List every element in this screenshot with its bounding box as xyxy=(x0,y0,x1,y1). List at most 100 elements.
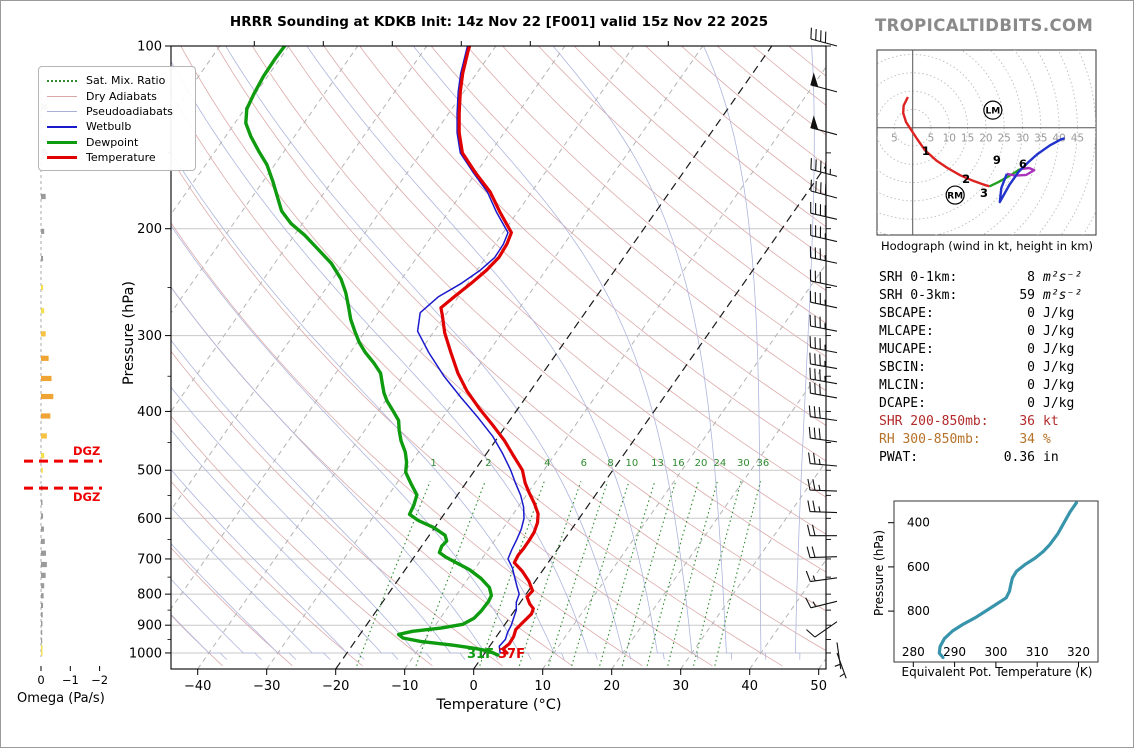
wetbulb-curve xyxy=(416,46,525,654)
stat-label: RH 300-850mb: xyxy=(879,432,981,447)
stat-label: SRH 0-3km: xyxy=(879,288,958,303)
svg-text:310: 310 xyxy=(1026,645,1049,659)
surface-temp-label: 37F xyxy=(498,647,525,662)
sat-mix-ratio-line-swatch xyxy=(47,79,77,82)
stat-value: 0 xyxy=(1027,378,1035,393)
svg-text:8: 8 xyxy=(607,458,613,469)
stat-row: RH 300-850mb: 34% xyxy=(879,432,1111,450)
brand-watermark: TROPICALTIDBITS.COM xyxy=(875,16,1094,35)
svg-text:1000: 1000 xyxy=(129,646,162,661)
svg-text:20: 20 xyxy=(695,458,708,469)
svg-text:1: 1 xyxy=(430,458,436,469)
svg-text:280: 280 xyxy=(902,645,925,659)
svg-text:10: 10 xyxy=(943,133,956,145)
svg-text:13: 13 xyxy=(651,458,664,469)
legend-label: Wetbulb xyxy=(86,120,132,134)
stat-unit: J/kg xyxy=(1043,324,1075,339)
dgz-upper-label: DGZ xyxy=(73,444,101,458)
svg-text:400: 400 xyxy=(907,516,930,530)
hodograph-trace-6-9km xyxy=(1006,166,1036,177)
svg-text:800: 800 xyxy=(137,588,162,603)
svg-text:−10: −10 xyxy=(391,679,418,694)
svg-text:10: 10 xyxy=(625,458,638,469)
svg-text:100: 100 xyxy=(137,40,162,55)
legend-item: Sat. Mix. Ratio xyxy=(47,73,185,88)
hodograph-trace-9km+ xyxy=(998,137,1065,204)
stat-label: DCAPE: xyxy=(879,396,926,411)
temperature-axis-label: Temperature (°C) xyxy=(436,697,562,713)
stat-label: SRH 0-1km: xyxy=(879,270,958,285)
stat-value: 8 xyxy=(1027,270,1035,285)
svg-text:−40: −40 xyxy=(184,679,211,694)
stat-label: MUCAPE: xyxy=(879,342,934,357)
stat-label: MLCAPE: xyxy=(879,324,934,339)
svg-text:−30: −30 xyxy=(253,679,280,694)
hodograph-trace-0-3km xyxy=(902,96,990,188)
stat-value: 0 xyxy=(1027,306,1035,321)
mixing-ratio-lines: 1 2 4 6 8 10 13 16 20 24 30 36 xyxy=(356,458,769,666)
page-title: HRRR Sounding at KDKB Init: 14z Nov 22 [… xyxy=(229,14,769,30)
stat-row: MLCAPE: 0 J/kg xyxy=(879,324,1111,342)
svg-text:2: 2 xyxy=(962,172,970,186)
svg-text:50: 50 xyxy=(810,679,827,694)
omega-panel: 0 −1 −2 xyxy=(37,79,108,687)
stat-value: 0 xyxy=(1027,396,1035,411)
svg-text:0: 0 xyxy=(470,679,478,694)
svg-text:−2: −2 xyxy=(91,673,108,687)
dgz-lines xyxy=(24,459,102,490)
stat-row: PWAT: 0.36 in xyxy=(879,450,1111,468)
legend-item: Pseudoadiabats xyxy=(47,104,185,119)
svg-text:5: 5 xyxy=(891,133,898,145)
stat-value: 0.36 xyxy=(1003,450,1035,465)
svg-text:24: 24 xyxy=(713,458,726,469)
svg-text:500: 500 xyxy=(137,464,162,479)
stat-unit: J/kg xyxy=(1043,306,1075,321)
legend-label: Pseudoadiabats xyxy=(86,104,173,118)
dry-adiabats-line-swatch xyxy=(47,95,77,97)
svg-text:290: 290 xyxy=(943,645,966,659)
svg-text:40: 40 xyxy=(741,679,758,694)
wind-barbs xyxy=(805,27,847,679)
svg-text:300: 300 xyxy=(984,645,1007,659)
stat-unit: m²s⁻² xyxy=(1043,270,1083,285)
svg-text:−20: −20 xyxy=(322,679,349,694)
svg-text:35: 35 xyxy=(1034,133,1047,145)
stat-unit: J/kg xyxy=(1043,396,1075,411)
stat-row: MUCAPE: 0 J/kg xyxy=(879,342,1111,360)
svg-text:36: 36 xyxy=(756,458,769,469)
stat-row: SRH 0-3km: 59 m²s⁻² xyxy=(879,288,1111,306)
svg-text:20: 20 xyxy=(979,133,992,145)
svg-text:700: 700 xyxy=(137,552,162,567)
svg-text:1: 1 xyxy=(922,144,930,158)
svg-text:16: 16 xyxy=(672,458,685,469)
svg-text:400: 400 xyxy=(137,405,162,420)
svg-text:6: 6 xyxy=(1019,157,1027,171)
svg-text:300: 300 xyxy=(137,329,162,344)
stat-unit: % xyxy=(1043,432,1051,447)
stat-unit: in xyxy=(1043,450,1059,465)
thetae-pressure-axis-label: Pressure (hPa) xyxy=(872,529,886,617)
svg-text:RM: RM xyxy=(947,192,963,202)
legend-item: Dewpoint xyxy=(47,135,185,150)
pseudoadiabats-line-swatch xyxy=(47,110,77,112)
pseudoadiabats xyxy=(171,46,815,660)
thetae-curve xyxy=(937,501,1078,660)
svg-text:45: 45 xyxy=(1071,133,1084,145)
dewpoint-curve xyxy=(244,46,500,657)
dewpoint-line-swatch xyxy=(47,140,77,144)
pressure-axis-label: Pressure (hPa) xyxy=(121,280,137,386)
stat-row: SRH 0-1km: 8 m²s⁻² xyxy=(879,270,1111,288)
stat-unit: J/kg xyxy=(1043,360,1075,375)
legend-item: Temperature xyxy=(47,150,185,165)
stats-panel: SRH 0-1km: 8 m²s⁻² SRH 0-3km: 59 m²s⁻² SBCAPE:… xyxy=(879,270,1111,475)
legend-label: Temperature xyxy=(86,151,156,165)
svg-text:20: 20 xyxy=(603,679,620,694)
svg-text:15: 15 xyxy=(961,133,974,145)
svg-text:−1: −1 xyxy=(62,673,79,687)
svg-text:0: 0 xyxy=(37,673,44,687)
hodograph-caption: Hodograph (wind in kt, height in km) xyxy=(880,239,1094,253)
svg-text:800: 800 xyxy=(907,604,930,618)
